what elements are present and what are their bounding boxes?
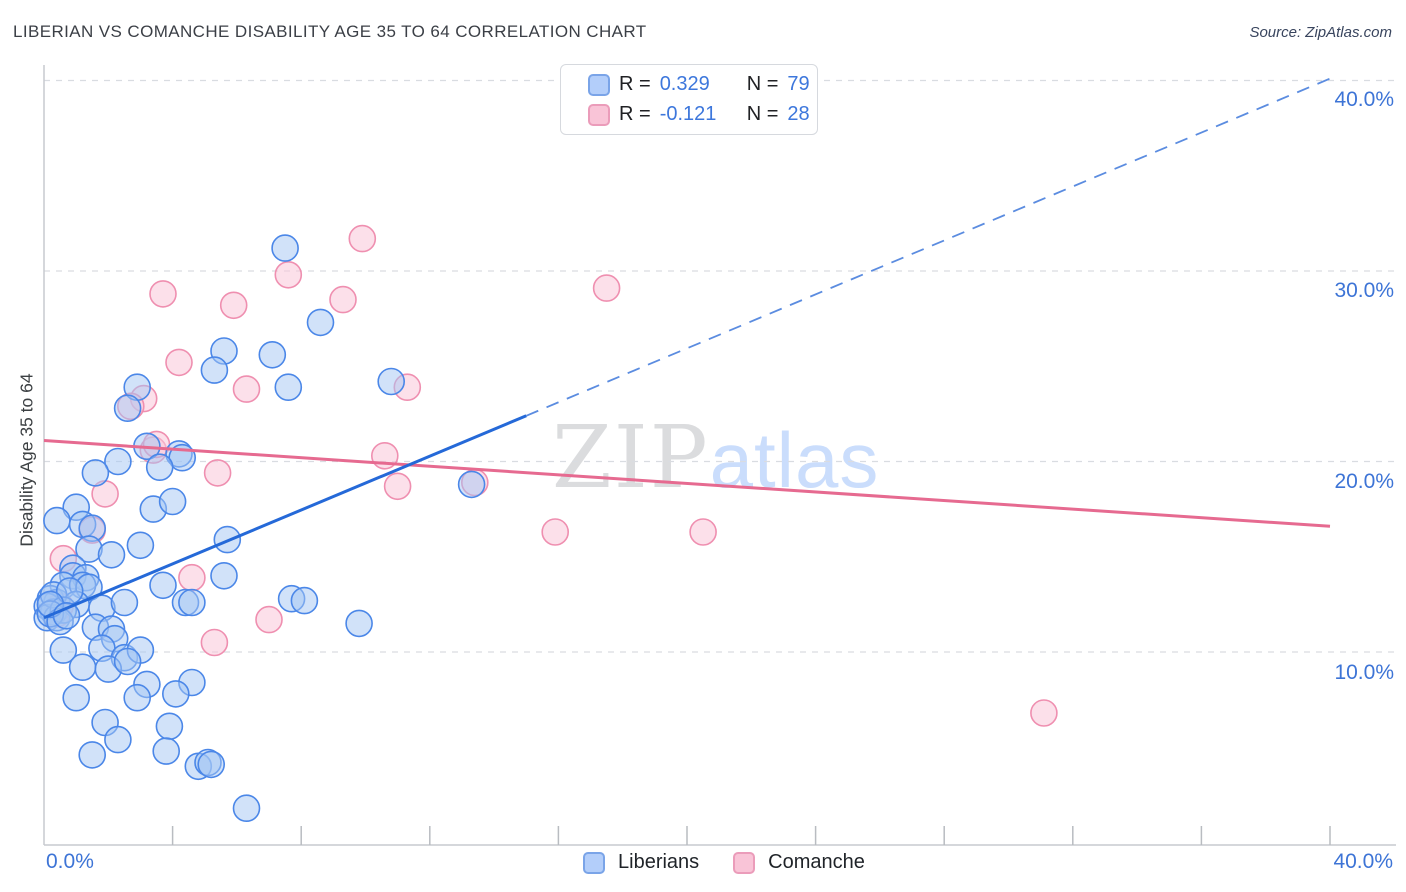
legend-row-comanche: R = -0.121 N = 28: [561, 102, 817, 128]
r-label: R =: [619, 73, 651, 95]
liberians-point: [113, 394, 142, 423]
comanche-point: [200, 628, 229, 657]
comanche-point: [255, 605, 283, 634]
comanche-point: [592, 274, 621, 302]
comanche-point: [383, 472, 412, 501]
liberians-point: [232, 794, 261, 823]
comanche-point: [203, 459, 232, 487]
y-tick-label-30: 30.0%: [1334, 279, 1394, 302]
correlation-legend-box: R = 0.329 N = 79 R = -0.121 N = 28: [560, 64, 818, 135]
liberians-point: [78, 741, 106, 769]
liberians-point: [123, 683, 151, 712]
liberians-point: [158, 487, 187, 516]
n-value-comanche: 28: [787, 103, 810, 125]
liberians-point: [43, 506, 71, 535]
liberians-swatch: [583, 851, 605, 874]
n-label: N =: [746, 73, 779, 95]
liberians-point: [113, 647, 142, 676]
x-axis-max-label: 40.0%: [1333, 850, 1393, 873]
comanche-legend-label: Comanche: [768, 851, 865, 873]
r-value-comanche: -0.121: [659, 103, 717, 125]
n-value-liberians: 79: [787, 73, 810, 95]
liberians-point: [155, 712, 184, 741]
liberians-point: [145, 453, 174, 482]
liberians-point: [210, 561, 238, 590]
liberians-point: [126, 531, 155, 560]
comanche-point: [274, 260, 303, 289]
x-axis-min-label: 0.0%: [46, 850, 94, 873]
comanche-swatch: [733, 851, 756, 874]
comanche-swatch: [588, 103, 610, 126]
liberians-point: [149, 571, 177, 600]
liberians-point: [258, 340, 287, 369]
liberians-point: [52, 601, 81, 630]
liberians-point: [200, 356, 229, 384]
comanche-point: [1030, 699, 1058, 727]
liberians-point: [178, 588, 206, 617]
liberians-point: [49, 636, 78, 664]
page-title: LIBERIAN VS COMANCHE DISABILITY AGE 35 T…: [13, 22, 647, 41]
n-label: N =: [746, 103, 779, 125]
legend-row-liberians: R = 0.329 N = 79: [561, 72, 817, 98]
r-label: R =: [619, 103, 651, 125]
liberians-point: [110, 588, 139, 617]
liberians-point: [62, 683, 90, 712]
liberians-point: [81, 459, 110, 487]
liberians-legend-label: Liberians: [618, 851, 700, 873]
liberians-point: [271, 234, 299, 262]
comanche-point: [348, 224, 377, 253]
liberians-point: [68, 653, 97, 682]
comanche-trend-line: [43, 439, 1331, 528]
liberians-point: [274, 373, 303, 402]
liberians-point: [377, 367, 406, 396]
y-tick-label-10: 10.0%: [1334, 661, 1394, 684]
liberians-point: [290, 586, 319, 615]
liberians-point: [97, 540, 126, 569]
liberians-swatch: [588, 73, 610, 96]
comanche-point: [149, 280, 177, 308]
liberians-point: [104, 447, 132, 476]
liberians-point: [345, 609, 373, 638]
liberians-trend-line: [43, 414, 527, 620]
source-label: Source: ZipAtlas.com: [1249, 24, 1392, 41]
legend-item-liberians: Liberians: [583, 851, 699, 874]
series-legend: Liberians Comanche: [583, 851, 865, 874]
r-value-liberians: 0.329: [659, 73, 710, 95]
y-tick-label-40: 40.0%: [1334, 88, 1394, 111]
legend-item-comanche: Comanche: [733, 851, 865, 874]
liberians-trend-extrapolation: [525, 77, 1331, 417]
liberians-point: [457, 470, 486, 499]
liberians-point: [104, 725, 132, 754]
comanche-point: [232, 375, 261, 403]
liberians-point: [152, 737, 180, 765]
comanche-point: [541, 518, 570, 546]
comanche-point: [165, 348, 193, 377]
comanche-point: [178, 563, 206, 592]
comanche-point: [219, 291, 248, 320]
liberians-point: [306, 308, 335, 337]
y-tick-label-20: 20.0%: [1334, 470, 1394, 493]
comanche-point: [689, 518, 717, 546]
liberians-point: [197, 750, 225, 779]
liberians-point: [162, 680, 190, 708]
comanche-point: [329, 285, 357, 314]
